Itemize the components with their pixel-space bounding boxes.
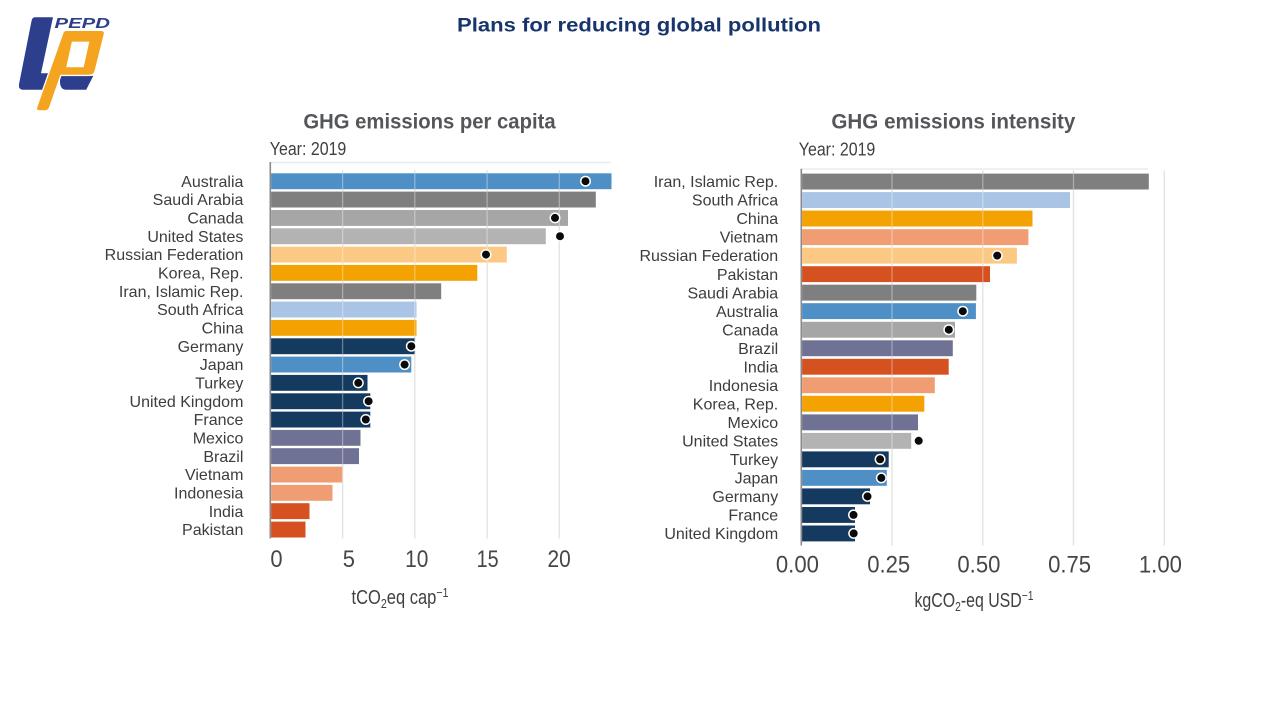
svg-text:Mexico: Mexico <box>193 431 244 448</box>
svg-text:China: China <box>202 321 244 338</box>
svg-text:0: 0 <box>270 546 282 573</box>
svg-text:0.75: 0.75 <box>1048 552 1091 579</box>
svg-text:Indonesia: Indonesia <box>174 486 243 503</box>
svg-text:Plans for reducing global poll: Plans for reducing global pollution <box>457 15 821 37</box>
svg-text:0.00: 0.00 <box>776 552 819 579</box>
svg-text:1.00: 1.00 <box>1139 552 1182 579</box>
svg-text:Mexico: Mexico <box>728 415 779 432</box>
svg-text:5: 5 <box>343 546 355 573</box>
svg-text:Australia: Australia <box>181 174 243 191</box>
svg-text:South Africa: South Africa <box>157 302 243 319</box>
svg-text:Indonesia: Indonesia <box>709 378 778 395</box>
svg-text:Iran, Islamic Rep.: Iran, Islamic Rep. <box>119 284 243 301</box>
svg-text:India: India <box>209 504 244 521</box>
svg-text:Vietnam: Vietnam <box>720 230 778 247</box>
svg-text:Vietnam: Vietnam <box>185 467 243 484</box>
svg-text:tCO2eq cap−1: tCO2eq cap−1 <box>351 585 448 611</box>
svg-text:South Africa: South Africa <box>692 193 778 210</box>
svg-text:Russian Federation: Russian Federation <box>639 248 778 265</box>
svg-text:United Kingdom: United Kingdom <box>130 394 244 411</box>
svg-text:Canada: Canada <box>187 211 243 228</box>
svg-text:Pakistan: Pakistan <box>717 267 778 284</box>
svg-text:Brazil: Brazil <box>738 341 778 358</box>
svg-text:10: 10 <box>405 546 428 573</box>
svg-text:France: France <box>728 508 778 525</box>
svg-text:GHG emissions per capita: GHG emissions per capita <box>303 109 556 133</box>
svg-text:Japan: Japan <box>200 357 244 374</box>
svg-text:GHG emissions intensity: GHG emissions intensity <box>831 109 1075 133</box>
svg-text:China: China <box>736 211 778 228</box>
svg-text:0.50: 0.50 <box>957 552 1000 579</box>
svg-text:Year: 2019: Year: 2019 <box>270 139 347 159</box>
svg-text:Brazil: Brazil <box>203 449 243 466</box>
svg-text:Saudi Arabia: Saudi Arabia <box>687 285 778 302</box>
svg-text:Iran, Islamic Rep.: Iran, Islamic Rep. <box>654 174 778 191</box>
svg-text:Germany: Germany <box>712 489 778 506</box>
svg-text:United States: United States <box>682 433 778 450</box>
svg-text:PEPD: PEPD <box>55 15 111 32</box>
svg-text:Korea, Rep.: Korea, Rep. <box>693 396 778 413</box>
svg-text:Germany: Germany <box>178 339 244 356</box>
svg-text:Pakistan: Pakistan <box>182 522 243 539</box>
svg-text:India: India <box>743 359 778 376</box>
svg-text:Korea, Rep.: Korea, Rep. <box>158 266 243 283</box>
svg-text:Turkey: Turkey <box>195 376 243 393</box>
svg-text:United States: United States <box>147 229 243 246</box>
svg-text:Australia: Australia <box>716 304 778 321</box>
svg-text:France: France <box>194 412 244 429</box>
svg-text:United Kingdom: United Kingdom <box>664 526 778 543</box>
svg-text:kgCO2-eq USD−1: kgCO2-eq USD−1 <box>914 589 1033 614</box>
svg-text:20: 20 <box>548 546 571 573</box>
svg-text:Japan: Japan <box>735 471 779 488</box>
svg-text:Russian Federation: Russian Federation <box>105 247 244 264</box>
svg-text:Year: 2019: Year: 2019 <box>799 139 876 159</box>
svg-text:15: 15 <box>477 546 499 573</box>
svg-text:Canada: Canada <box>722 322 778 339</box>
svg-text:Saudi Arabia: Saudi Arabia <box>153 192 244 209</box>
svg-text:Turkey: Turkey <box>730 452 778 469</box>
svg-text:0.25: 0.25 <box>867 552 910 579</box>
